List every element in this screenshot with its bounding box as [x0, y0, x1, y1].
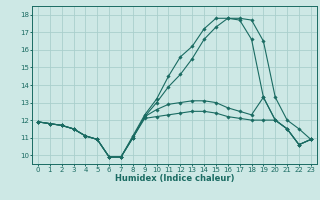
X-axis label: Humidex (Indice chaleur): Humidex (Indice chaleur) [115, 174, 234, 183]
